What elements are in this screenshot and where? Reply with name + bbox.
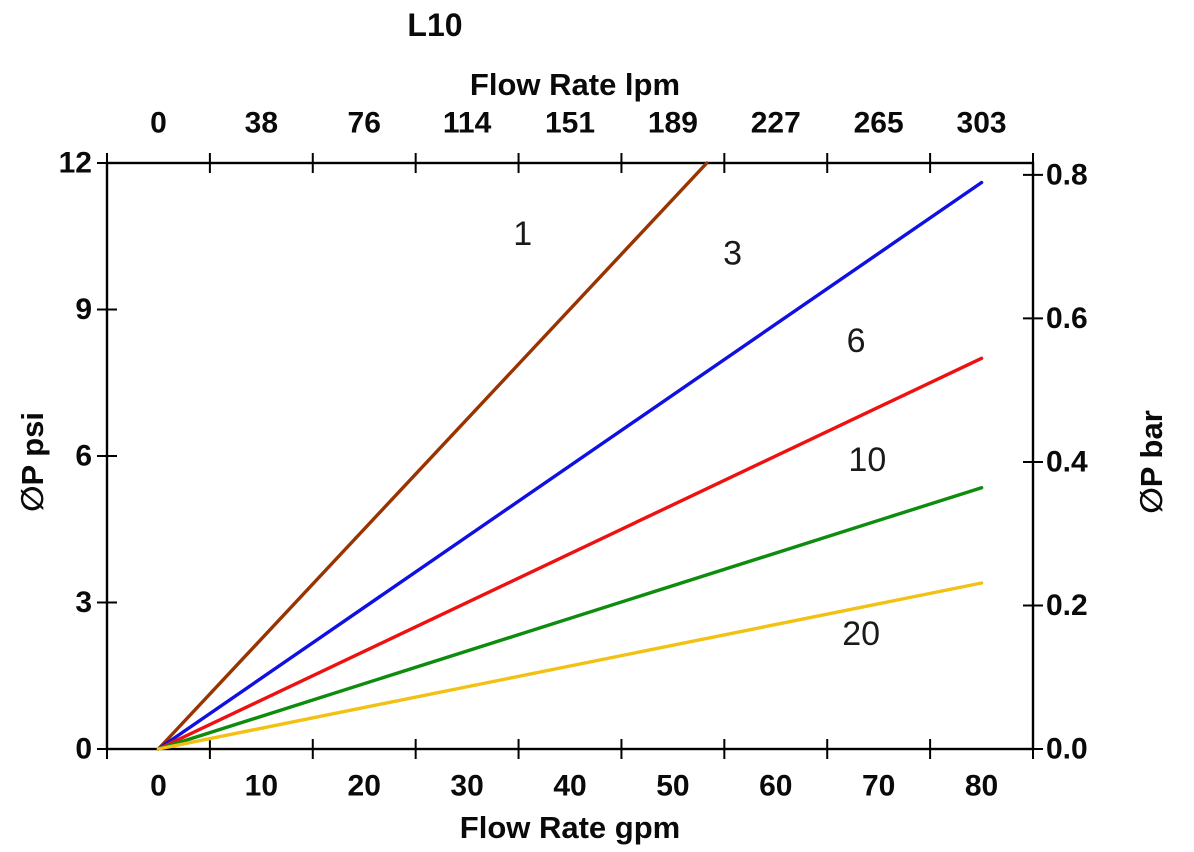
series-line-6	[156, 356, 984, 751]
plot-border	[105, 161, 1035, 751]
bottom-tick-label: 50	[656, 770, 689, 803]
top-tick-label: 265	[854, 107, 904, 140]
left-tick-label: 0	[75, 733, 92, 766]
top-tick-label: 227	[751, 107, 801, 140]
series-label-20: 20	[842, 615, 880, 653]
bottom-tick-label: 60	[759, 770, 792, 803]
left-tick-label: 12	[59, 147, 92, 180]
bottom-tick-label: 30	[450, 770, 483, 803]
right-axis-title: ∅P bar	[1134, 410, 1169, 514]
bottom-tick-label: 40	[553, 770, 586, 803]
right-tick-label: 0.4	[1046, 445, 1088, 478]
series-line-10	[156, 486, 984, 751]
series-label-6: 6	[847, 322, 866, 360]
left-tick-label: 3	[75, 586, 92, 619]
top-axis-title: Flow Rate lpm	[469, 67, 681, 102]
bottom-tick-label: 20	[348, 770, 381, 803]
series-label-3: 3	[723, 234, 742, 272]
right-tick-label: 0.2	[1046, 589, 1088, 622]
bottom-tick-label: 70	[862, 770, 895, 803]
top-tick-label: 114	[443, 107, 492, 140]
top-tick-label: 189	[648, 107, 698, 140]
bottom-axis-title: Flow Rate gpm	[459, 810, 681, 845]
top-tick-label: 76	[348, 107, 381, 140]
series-line-3	[156, 180, 984, 751]
left-tick-label: 6	[75, 440, 92, 473]
top-tick-label: 0	[150, 107, 167, 140]
bottom-tick-label: 80	[965, 770, 998, 803]
series-line-1	[156, 161, 709, 751]
series-label-10: 10	[848, 441, 886, 479]
top-tick-label: 38	[245, 107, 278, 140]
top-tick-label: 151	[545, 107, 595, 140]
series-label-1: 1	[513, 215, 532, 253]
left-tick-label: 9	[75, 293, 92, 326]
right-tick-label: 0.8	[1046, 158, 1088, 191]
bottom-tick-label: 10	[245, 770, 278, 803]
top-tick-label: 303	[957, 107, 1007, 140]
right-tick-label: 0.0	[1046, 733, 1088, 766]
series-line-20	[156, 581, 984, 751]
right-tick-label: 0.6	[1046, 302, 1088, 335]
bottom-tick-label: 0	[150, 770, 167, 803]
left-axis-title: ∅P psi	[15, 411, 50, 513]
page-title: L10	[407, 6, 463, 43]
